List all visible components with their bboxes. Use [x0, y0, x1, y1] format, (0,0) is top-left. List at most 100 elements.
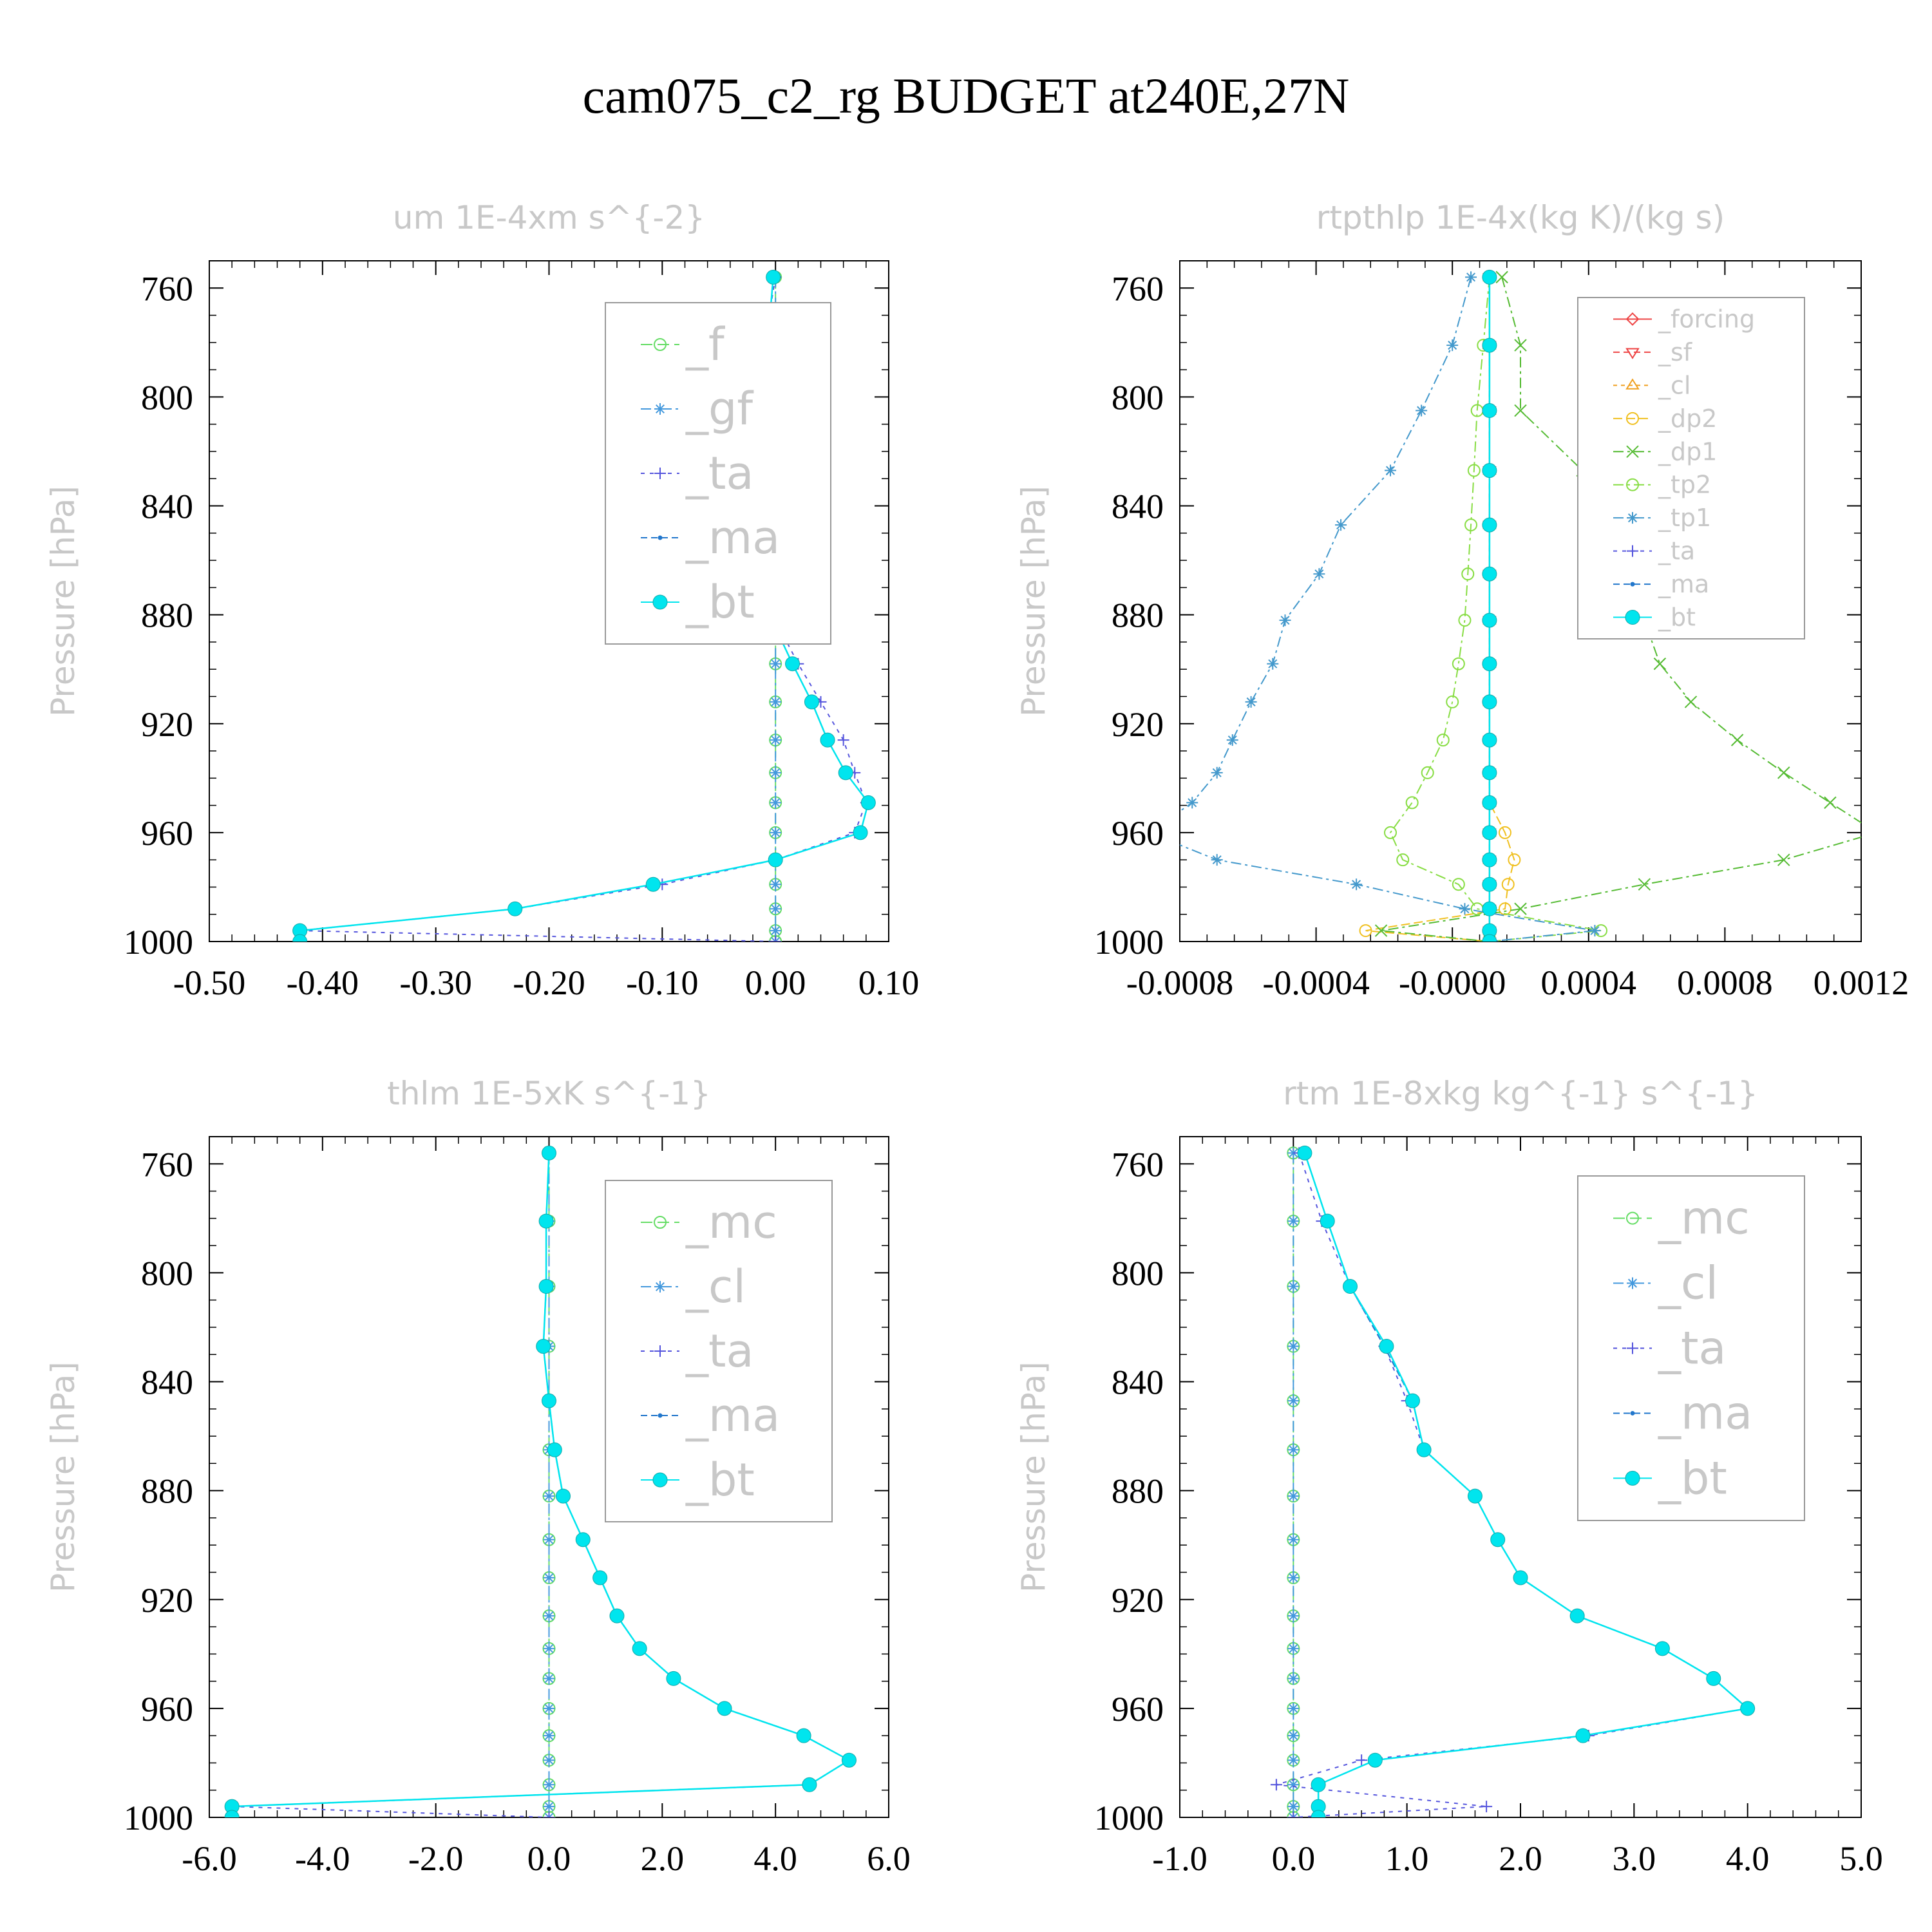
y-tick-label: 840 — [1112, 488, 1164, 526]
data-point — [1279, 614, 1291, 627]
y-tick-label: 840 — [141, 488, 193, 526]
legend-marker — [658, 1413, 663, 1418]
x-tick-label: 4.0 — [753, 1839, 797, 1878]
data-point — [853, 825, 868, 840]
budget-panel: rtpthlp 1E-4x(kg K)/(kg s) Pressure [hPa]… — [1015, 199, 1909, 1002]
data-point — [666, 1671, 681, 1686]
data-point — [1452, 878, 1465, 891]
data-point — [1482, 765, 1497, 781]
legend-label: _tp2 — [1658, 471, 1711, 499]
legend-label: _bt — [1658, 603, 1696, 632]
legend-label: _mc — [1658, 1192, 1750, 1245]
data-point — [543, 1801, 555, 1813]
data-point — [1421, 766, 1434, 779]
y-tick-label: 1000 — [124, 1799, 193, 1837]
data-point — [1436, 734, 1450, 747]
data-point — [1287, 1571, 1300, 1584]
x-tick-label: -0.30 — [399, 963, 471, 1002]
legend-marker — [1626, 445, 1639, 458]
data-point — [1287, 1730, 1300, 1742]
legend-label: _ma — [1658, 570, 1709, 598]
data-point — [1335, 519, 1347, 531]
data-point — [766, 269, 781, 285]
y-tick-label: 760 — [141, 1145, 193, 1184]
legend-label: _cl — [1658, 1257, 1718, 1310]
data-point — [1211, 766, 1223, 779]
data-point — [1482, 934, 1497, 942]
data-point — [543, 1754, 555, 1766]
data-point — [1396, 853, 1410, 867]
legend-marker — [1625, 1470, 1640, 1486]
y-axis-label: Pressure [hPa] — [1015, 1361, 1052, 1593]
legend-marker — [1627, 512, 1638, 524]
data-point — [538, 1279, 554, 1294]
legend-label: _tp1 — [1658, 504, 1711, 532]
data-point — [1514, 902, 1527, 915]
data-point — [543, 1610, 555, 1622]
data-point — [547, 1442, 562, 1457]
data-point — [1777, 766, 1790, 779]
legend-marker — [654, 1216, 667, 1229]
x-tick-label: 0.0012 — [1814, 963, 1909, 1002]
data-point — [1270, 1779, 1282, 1791]
y-tick-label: 760 — [141, 269, 193, 308]
y-tick-label: 760 — [1112, 269, 1164, 308]
data-point — [820, 732, 835, 748]
x-tick-label: 6.0 — [867, 1839, 911, 1878]
data-point — [770, 925, 782, 937]
data-point — [538, 1213, 554, 1229]
legend-marker — [1625, 348, 1640, 359]
legend-marker — [1630, 1410, 1635, 1416]
x-tick-label: -6.0 — [182, 1839, 236, 1878]
y-tick-label: 880 — [141, 596, 193, 635]
data-point — [770, 797, 782, 809]
y-tick-label: 840 — [1112, 1363, 1164, 1402]
x-tick-label: -0.40 — [287, 963, 359, 1002]
data-point — [1482, 566, 1497, 582]
data-point — [1467, 464, 1481, 477]
data-point — [1508, 853, 1521, 867]
data-point — [1367, 1752, 1383, 1768]
y-tick-label: 920 — [141, 1581, 193, 1620]
panel-title: thlm 1E-5xK s^{-1} — [387, 1075, 711, 1112]
y-tick-label: 840 — [141, 1363, 193, 1402]
data-point — [543, 1730, 555, 1742]
data-point — [841, 1752, 857, 1768]
data-point — [1498, 826, 1511, 839]
data-point — [1464, 518, 1478, 532]
y-tick-label: 1000 — [1094, 923, 1164, 961]
legend-marker — [1627, 1277, 1638, 1289]
data-point — [1356, 1754, 1368, 1766]
data-point — [770, 903, 782, 915]
data-point — [543, 1571, 555, 1584]
legend-label: _bt — [1658, 1452, 1727, 1504]
legend-marker — [1625, 312, 1640, 326]
data-point — [1498, 902, 1511, 916]
data-point — [1482, 403, 1497, 419]
legend: _mc _cl _ta _ma _bt — [605, 1180, 833, 1522]
data-point — [1589, 925, 1601, 937]
data-point — [1706, 1671, 1721, 1686]
data-point — [1459, 903, 1471, 915]
x-tick-label: -2.0 — [408, 1839, 463, 1878]
data-point — [1379, 1339, 1394, 1354]
data-point — [1575, 1728, 1591, 1743]
data-point — [292, 934, 308, 942]
data-point — [717, 1701, 732, 1716]
data-point — [1385, 464, 1397, 477]
data-point — [1287, 1533, 1300, 1546]
series-group — [224, 1145, 857, 1817]
data-point — [1287, 1702, 1300, 1714]
data-point — [1287, 1444, 1300, 1456]
series-line-bt — [231, 1153, 851, 1817]
panel-title: rtm 1E-8xkg kg^{-1} s^{-1} — [1283, 1075, 1758, 1112]
data-point — [768, 852, 783, 867]
data-point — [1467, 1488, 1482, 1504]
data-point — [1653, 658, 1667, 670]
legend-label: _ma — [1658, 1387, 1752, 1439]
x-tick-label: -0.10 — [626, 963, 698, 1002]
data-point — [1416, 404, 1428, 417]
data-point — [1482, 656, 1497, 672]
x-tick-label: 2.0 — [641, 1839, 685, 1878]
legend-label: _sf — [1658, 338, 1693, 366]
